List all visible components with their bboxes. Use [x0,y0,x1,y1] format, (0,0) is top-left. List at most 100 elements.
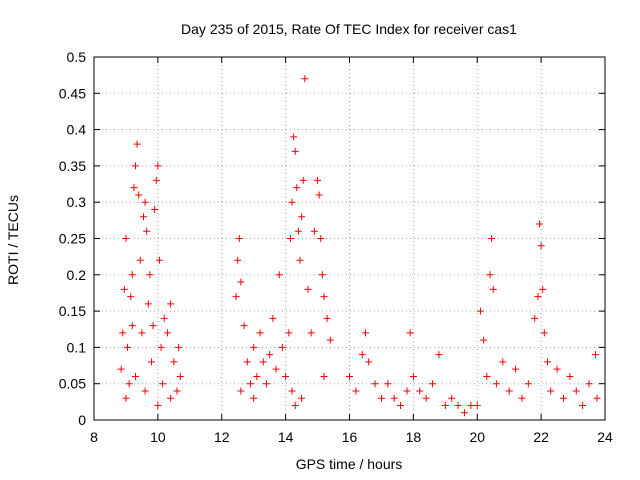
y-tick-label: 0.45 [59,85,86,101]
data-point [422,394,430,402]
y-tick-label: 0.1 [67,339,87,355]
data-point [157,343,165,351]
y-tick-label: 0.15 [59,303,86,319]
data-point [155,256,163,264]
data-point [304,285,312,293]
data-point [572,387,580,395]
data-point [130,184,138,192]
data-point [290,133,298,141]
data-point [358,351,366,359]
data-point [160,314,168,322]
data-point [403,387,411,395]
data-point [397,401,405,409]
data-point [454,401,462,409]
y-tick-label: 0.25 [59,231,86,247]
data-point [365,358,373,366]
data-point [488,235,496,242]
data-point [237,387,245,395]
data-point [141,198,149,206]
data-point [266,351,274,359]
data-point [593,394,601,402]
data-point [120,285,128,293]
data-point [559,394,567,402]
data-point [307,329,315,337]
data-point [298,394,306,402]
data-point [250,394,258,402]
x-tick-label: 8 [90,429,98,445]
data-point [147,358,155,366]
data-point [534,293,542,301]
data-point [544,358,552,366]
data-point [232,293,240,301]
x-tick-label: 16 [342,429,358,445]
data-point [291,401,299,409]
data-point [553,365,561,373]
data-point [141,387,149,395]
data-point [253,372,261,380]
x-tick-label: 18 [406,429,422,445]
x-tick-label: 22 [533,429,549,445]
x-tick-label: 10 [150,429,166,445]
data-point [117,365,125,373]
x-tick-label: 24 [597,429,613,445]
data-point [435,351,443,359]
data-point [152,176,160,184]
data-point [167,394,175,402]
data-point [585,380,593,388]
data-point [259,358,267,366]
data-point [132,162,140,170]
data-point [361,329,369,337]
data-point [486,271,494,279]
data-point [524,380,532,388]
data-point [441,401,449,409]
data-point [135,191,143,199]
data-point [250,343,258,351]
data-point [467,401,475,409]
data-point [409,372,417,380]
data-point [138,329,146,337]
data-point [275,271,283,279]
data-point [278,343,286,351]
x-tick-label: 20 [469,429,485,445]
data-point [505,387,513,395]
data-point [317,235,325,242]
data-point [127,293,135,301]
data-point [294,227,302,235]
data-point [492,380,500,388]
chart-title: Day 235 of 2015, Rate Of TEC Index for r… [181,21,517,37]
data-point [122,235,130,242]
data-point [282,372,290,380]
data-point [499,358,507,366]
data-point [547,387,555,395]
data-point [537,242,545,250]
data-point [512,365,520,373]
data-point [320,293,328,301]
data-point [154,401,162,409]
data-point [288,198,296,206]
data-point [352,387,360,395]
data-point [483,372,491,380]
data-point [146,271,154,279]
data-point [124,343,132,351]
data-point [159,380,167,388]
data-point [240,322,248,330]
data-point [170,358,178,366]
data-point [234,256,242,264]
x-axis-label: GPS time / hours [296,456,403,472]
data-point [262,380,270,388]
axis-ticks: 8 10 12 14 16 18 20 22 24 0 0.05 0.1 0.15 0.2 0.25 0.3 0… [59,49,613,445]
data-point [591,351,599,359]
data-point [371,380,379,388]
data-point [320,372,328,380]
data-point [175,343,183,351]
data-point [318,271,326,279]
data-point [518,394,526,402]
data-point [167,300,175,308]
y-tick-label: 0.4 [67,122,87,138]
data-point [237,278,245,286]
data-point [286,235,294,242]
data-point [149,322,157,330]
data-point [390,394,398,402]
data-point [235,235,243,242]
